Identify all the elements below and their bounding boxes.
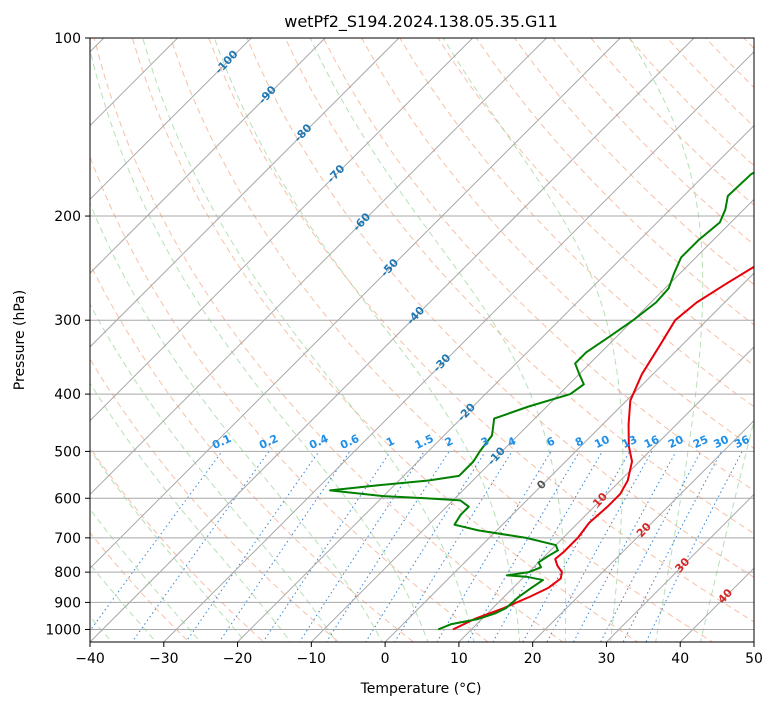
mixing-ratio-label: 13	[620, 433, 639, 451]
x-tick-label: 10	[450, 651, 468, 667]
y-tick-label: 400	[54, 387, 81, 403]
isotherm-line	[531, 419, 754, 642]
y-axis-label: Pressure (hPa)	[12, 290, 28, 390]
dry-adiabat-line	[437, 38, 754, 367]
isotherm-line	[90, 38, 400, 348]
moist-adiabat-line	[142, 38, 475, 642]
isotherm-line	[90, 38, 179, 127]
y-tick-label: 500	[54, 444, 81, 460]
x-tick-label: 50	[745, 651, 763, 667]
chart-title: wetPf2_S194.2024.138.05.35.G11	[284, 12, 558, 32]
isotherm-line	[90, 38, 253, 201]
mixing-ratio-label: 10	[592, 433, 612, 451]
plot-frame	[89, 37, 755, 643]
isotherm-line	[236, 124, 754, 642]
y-axis-ticks: 1000 900 800 700 600 500 400 300 200 100	[45, 31, 90, 638]
isotherm-line	[90, 38, 548, 496]
dry-adiabat-line	[93, 38, 564, 642]
mixing-ratio-label: 20	[666, 433, 686, 451]
x-tick-label: −40	[75, 651, 105, 667]
dry-adiabat-line	[90, 446, 265, 642]
moist-adiabat-line	[309, 38, 567, 642]
moist-adiabat-line	[213, 38, 521, 642]
isotherm-line	[90, 38, 326, 274]
x-tick-label: −30	[149, 651, 179, 667]
isotherm-line	[163, 51, 754, 642]
moist-adiabat-line	[628, 38, 704, 642]
isotherm-line	[458, 346, 754, 642]
temperature-line	[452, 265, 754, 631]
data-series	[329, 171, 754, 631]
y-tick-label: 600	[54, 491, 81, 507]
x-tick-label: 30	[598, 651, 616, 667]
isotherm-line	[605, 493, 754, 642]
y-tick-label: 800	[54, 565, 81, 581]
x-tick-label: −20	[223, 651, 253, 667]
moist-adiabat-line	[90, 508, 202, 642]
dry-adiabat-line	[90, 262, 415, 642]
x-tick-label: 40	[671, 651, 689, 667]
dry-adiabat-line	[208, 38, 754, 623]
mixing-ratio-label: 16	[642, 433, 662, 451]
mixing-ratio-label: 36	[732, 433, 752, 451]
dry-adiabat-line	[90, 155, 490, 642]
dry-adiabat-line	[170, 38, 714, 642]
isotherm-line	[384, 272, 754, 642]
y-tick-label: 100	[54, 31, 81, 47]
dry-adiabat-line	[90, 531, 190, 642]
moist-adiabat-line	[442, 38, 624, 642]
dewpoint-line	[329, 171, 754, 631]
y-tick-label: 200	[54, 209, 81, 225]
y-tick-label: 700	[54, 531, 81, 547]
isotherm-line	[90, 38, 621, 569]
dry-adiabat-line	[284, 38, 754, 535]
isotherm-line	[90, 38, 695, 642]
x-axis-ticks: −40 −30 −20 −10 0 10 20 30 40 50	[75, 642, 763, 667]
y-tick-label: 1000	[45, 622, 81, 638]
isotherm-line	[90, 38, 474, 422]
x-axis-label: Temperature (°C)	[360, 681, 482, 697]
moist-adiabat-line	[90, 303, 337, 642]
dry-adiabat-line	[475, 38, 754, 326]
mixing-ratio-label: 25	[691, 433, 710, 451]
isotherm-line	[310, 198, 754, 642]
dry-adiabat-line	[246, 38, 754, 578]
mixing-ratio-label: 30	[712, 433, 732, 451]
x-tick-label: 20	[524, 651, 542, 667]
x-tick-label: −10	[297, 651, 327, 667]
dry-adiabat-line	[90, 358, 340, 642]
dry-adiabat-line	[131, 38, 639, 642]
x-tick-label: 0	[381, 651, 390, 667]
y-tick-label: 900	[54, 595, 81, 611]
y-tick-label: 300	[54, 313, 81, 329]
